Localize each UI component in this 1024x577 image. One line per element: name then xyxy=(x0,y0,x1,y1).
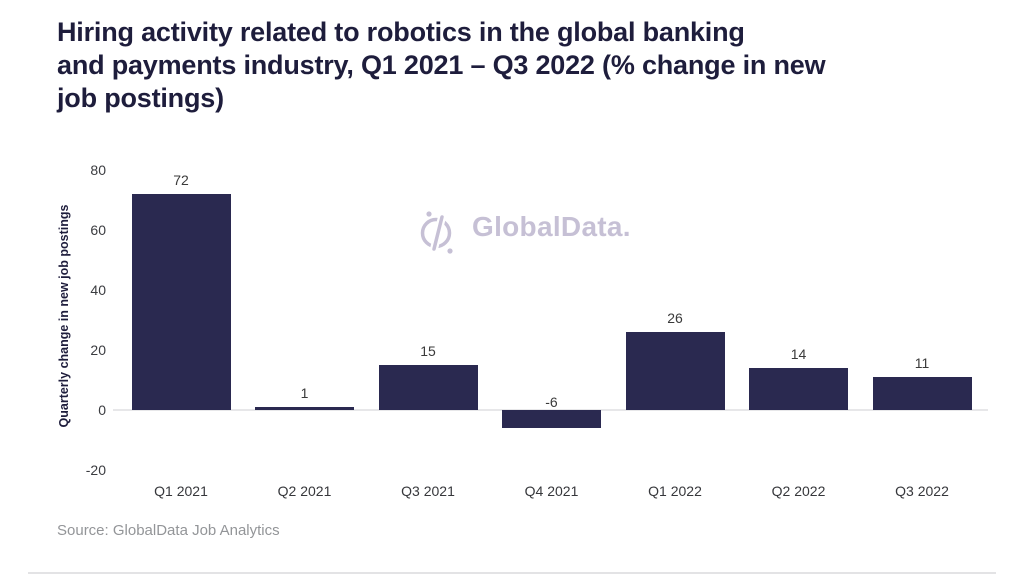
x-category-label: Q3 2021 xyxy=(401,483,455,499)
x-category-label: Q2 2022 xyxy=(771,483,826,499)
bar xyxy=(625,332,725,410)
bar-value-label: 72 xyxy=(173,172,189,188)
bar-value-label: 14 xyxy=(790,346,807,362)
chart-title-line: and payments industry, Q1 2021 – Q3 2022… xyxy=(57,50,826,80)
bar-value-label: 1 xyxy=(300,385,309,401)
x-category-label: Q1 2021 xyxy=(154,483,208,499)
y-tick-label: -20 xyxy=(85,462,106,478)
chart-title-line: Hiring activity related to robotics in t… xyxy=(57,17,745,47)
x-category-label: Q3 2022 xyxy=(895,483,949,499)
y-tick-label: 80 xyxy=(90,162,106,178)
globaldata-globe-icon xyxy=(420,211,453,254)
bar xyxy=(255,407,354,410)
bar-value-label: -6 xyxy=(545,394,558,410)
y-tick-label: 60 xyxy=(90,222,106,238)
bar-value-label: 15 xyxy=(420,343,436,359)
bar xyxy=(131,194,231,410)
y-tick-label: 0 xyxy=(98,402,106,418)
chart-title: Hiring activity related to robotics in t… xyxy=(57,16,957,115)
bottom-divider xyxy=(28,572,996,574)
watermark-text: GlobalData. xyxy=(472,211,631,242)
chart-title-line: job postings) xyxy=(57,83,224,113)
globaldata-watermark: GlobalData. xyxy=(415,202,631,256)
bar xyxy=(872,377,972,410)
y-tick-label: 20 xyxy=(90,342,106,358)
x-category-label: Q4 2021 xyxy=(524,483,579,499)
bar xyxy=(502,410,601,428)
x-category-label: Q1 2022 xyxy=(648,483,702,499)
bar xyxy=(749,368,848,410)
source-note: Source: GlobalData Job Analytics xyxy=(57,522,280,539)
x-category-label: Q2 2021 xyxy=(277,483,332,499)
y-tick-label: 40 xyxy=(90,282,106,298)
bar-value-label: 11 xyxy=(914,355,930,371)
bar xyxy=(378,365,478,410)
bar-value-label: 26 xyxy=(667,310,683,326)
